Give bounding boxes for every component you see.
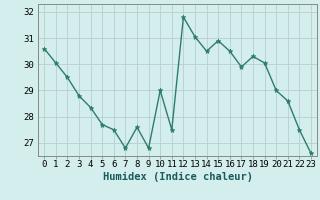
X-axis label: Humidex (Indice chaleur): Humidex (Indice chaleur) <box>103 172 252 182</box>
